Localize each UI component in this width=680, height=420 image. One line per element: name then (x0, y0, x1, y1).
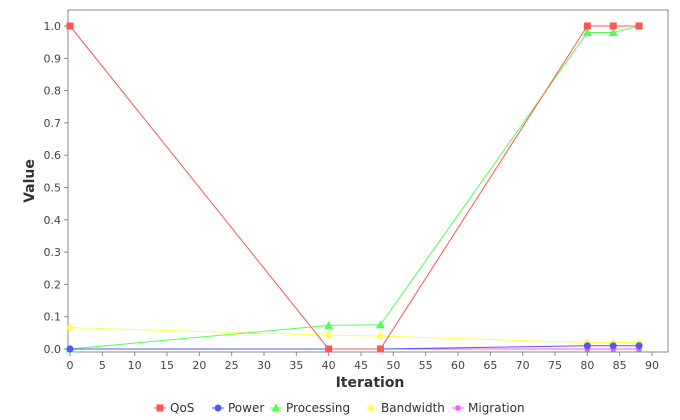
qos-point (66, 22, 74, 30)
bandwidth-line (69, 327, 640, 344)
migration-legend-icon (455, 405, 461, 411)
x-tick-label: 80 (580, 359, 594, 372)
legend-item-processing: Processing (270, 401, 350, 415)
x-tick-label: 70 (516, 359, 530, 372)
qos-point (325, 345, 333, 353)
series-qos (66, 22, 643, 353)
y-tick-label: 0.8 (44, 85, 62, 98)
y-tick-label: 0.7 (44, 117, 62, 130)
power-line (70, 345, 640, 350)
power-point (66, 345, 74, 353)
processing-point (324, 320, 334, 329)
x-tick-label: 25 (225, 359, 239, 372)
x-tick-label: 35 (289, 359, 303, 372)
x-tick-label: 65 (483, 359, 497, 372)
bandwidth-point (324, 331, 333, 340)
power-point (609, 342, 617, 350)
qos-point (376, 345, 384, 353)
x-tick-label: 55 (419, 359, 433, 372)
processing-point (582, 27, 592, 36)
qos-line (69, 25, 640, 350)
y-tick-label: 0.2 (44, 278, 62, 291)
power-point (635, 342, 643, 350)
x-tick-label: 40 (322, 359, 336, 372)
legend-label-qos: QoS (170, 401, 194, 415)
x-tick-label: 45 (354, 359, 368, 372)
x-axis: 0 5 10 15 20 25 30 35 40 45 50 55 60 65 70 75 80 85 90 (67, 352, 659, 372)
x-tick-label: 15 (160, 359, 174, 372)
x-tick-label: 10 (128, 359, 142, 372)
processing-point (608, 27, 618, 36)
y-tick-label: 0.6 (44, 149, 62, 162)
bandwidth-legend-icon (367, 404, 375, 412)
x-tick-label: 60 (451, 359, 465, 372)
x-tick-label: 30 (257, 359, 271, 372)
y-axis-title: Value (22, 159, 38, 203)
power-legend-icon (214, 404, 222, 412)
qos-legend-icon (156, 404, 164, 412)
qos-point (609, 22, 617, 30)
x-tick-label: 5 (99, 359, 106, 372)
series-layer (65, 21, 644, 353)
y-tick-label: 0.4 (44, 214, 62, 227)
y-axis: 0.0 0.1 0.2 0.3 0.4 0.5 0.6 0.7 0.8 0.9 1.0 (44, 20, 68, 356)
y-tick-label: 0.9 (44, 52, 62, 65)
legend-item-migration: Migration (452, 401, 525, 415)
processing-point (375, 320, 385, 329)
y-tick-label: 0.1 (44, 311, 62, 324)
x-tick-label: 90 (645, 359, 659, 372)
bandwidth-point (376, 332, 385, 341)
x-tick-label: 85 (613, 359, 627, 372)
bandwidth-point (66, 323, 74, 332)
qos-point (583, 22, 591, 30)
power-point (583, 342, 591, 350)
legend-item-bandwidth: Bandwidth (365, 401, 445, 415)
plot-area (67, 9, 669, 353)
processing-line (69, 25, 640, 350)
x-tick-label: 75 (548, 359, 562, 372)
x-axis-title: Iteration (336, 375, 405, 391)
legend: QoS Power Processing Bandwidth Migration (154, 401, 525, 415)
x-tick-label: 20 (192, 359, 206, 372)
legend-label-power: Power (228, 401, 264, 415)
y-tick-label: 0.5 (44, 182, 62, 195)
y-tick-label: 0.3 (44, 246, 62, 259)
legend-item-power: Power (212, 401, 264, 415)
legend-label-migration: Migration (468, 401, 525, 415)
y-tick-label: 1.0 (44, 20, 62, 33)
qos-point (635, 22, 643, 30)
processing-legend-icon (271, 403, 281, 412)
x-tick-label: 50 (386, 359, 400, 372)
x-tick-label: 0 (67, 359, 74, 372)
legend-item-qos: QoS (154, 401, 194, 415)
y-tick-label: 0.0 (44, 343, 62, 356)
legend-label-bandwidth: Bandwidth (381, 401, 445, 415)
legend-label-processing: Processing (286, 401, 350, 415)
